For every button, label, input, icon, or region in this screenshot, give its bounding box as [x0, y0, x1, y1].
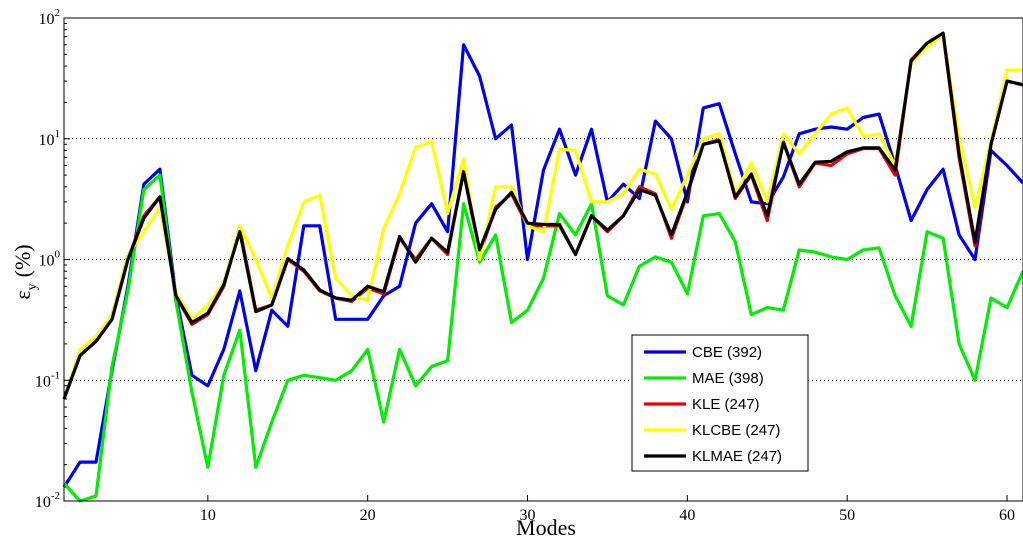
- y-axis-subscript: y: [25, 283, 40, 290]
- x-tick-label: 60: [999, 507, 1015, 524]
- series-line-5: [62, 31, 1023, 400]
- series-line-1: [62, 43, 1023, 489]
- series-lines: [62, 31, 1023, 503]
- legend-label-4: KLCBE (247): [692, 422, 780, 439]
- series-line-3: [62, 32, 1023, 400]
- legend-label-5: KLMAE (247): [692, 448, 782, 465]
- x-tick-label: 50: [839, 507, 855, 524]
- x-tick-label: 40: [679, 507, 695, 524]
- x-tick-label: 30: [520, 507, 536, 524]
- y-axis-title: εy (%): [10, 244, 40, 299]
- legend-label-3: KLE (247): [692, 396, 760, 413]
- y-tick-label: 102: [39, 7, 61, 28]
- series-line-2: [62, 173, 1023, 503]
- legend-label-2: MAE (398): [692, 370, 764, 387]
- y-tick-label: 101: [39, 128, 61, 149]
- series-line-4: [62, 32, 1023, 400]
- x-tick-label: 20: [360, 507, 376, 524]
- y-tick-labels: 10-2 10-1 100 101 102: [35, 7, 61, 511]
- x-tick-label: 10: [200, 507, 216, 524]
- y-tick-label: 100: [39, 249, 61, 270]
- axis-ticks: [64, 17, 1008, 502]
- y-axis-unit: (%): [10, 244, 35, 277]
- legend: CBE (392) MAE (398) KLE (247) KLCBE (247) KL…: [631, 334, 809, 472]
- x-tick-labels: 10 20 30 40 50 60: [200, 507, 1015, 524]
- y-tick-label: 10-1: [35, 369, 60, 390]
- y-axis-symbol: ε: [10, 290, 35, 299]
- x-axis-title: Modes: [516, 515, 576, 540]
- y-tick-label: 10-2: [35, 490, 60, 511]
- plot-frame: [63, 17, 1023, 502]
- legend-label-1: CBE (392): [692, 344, 762, 361]
